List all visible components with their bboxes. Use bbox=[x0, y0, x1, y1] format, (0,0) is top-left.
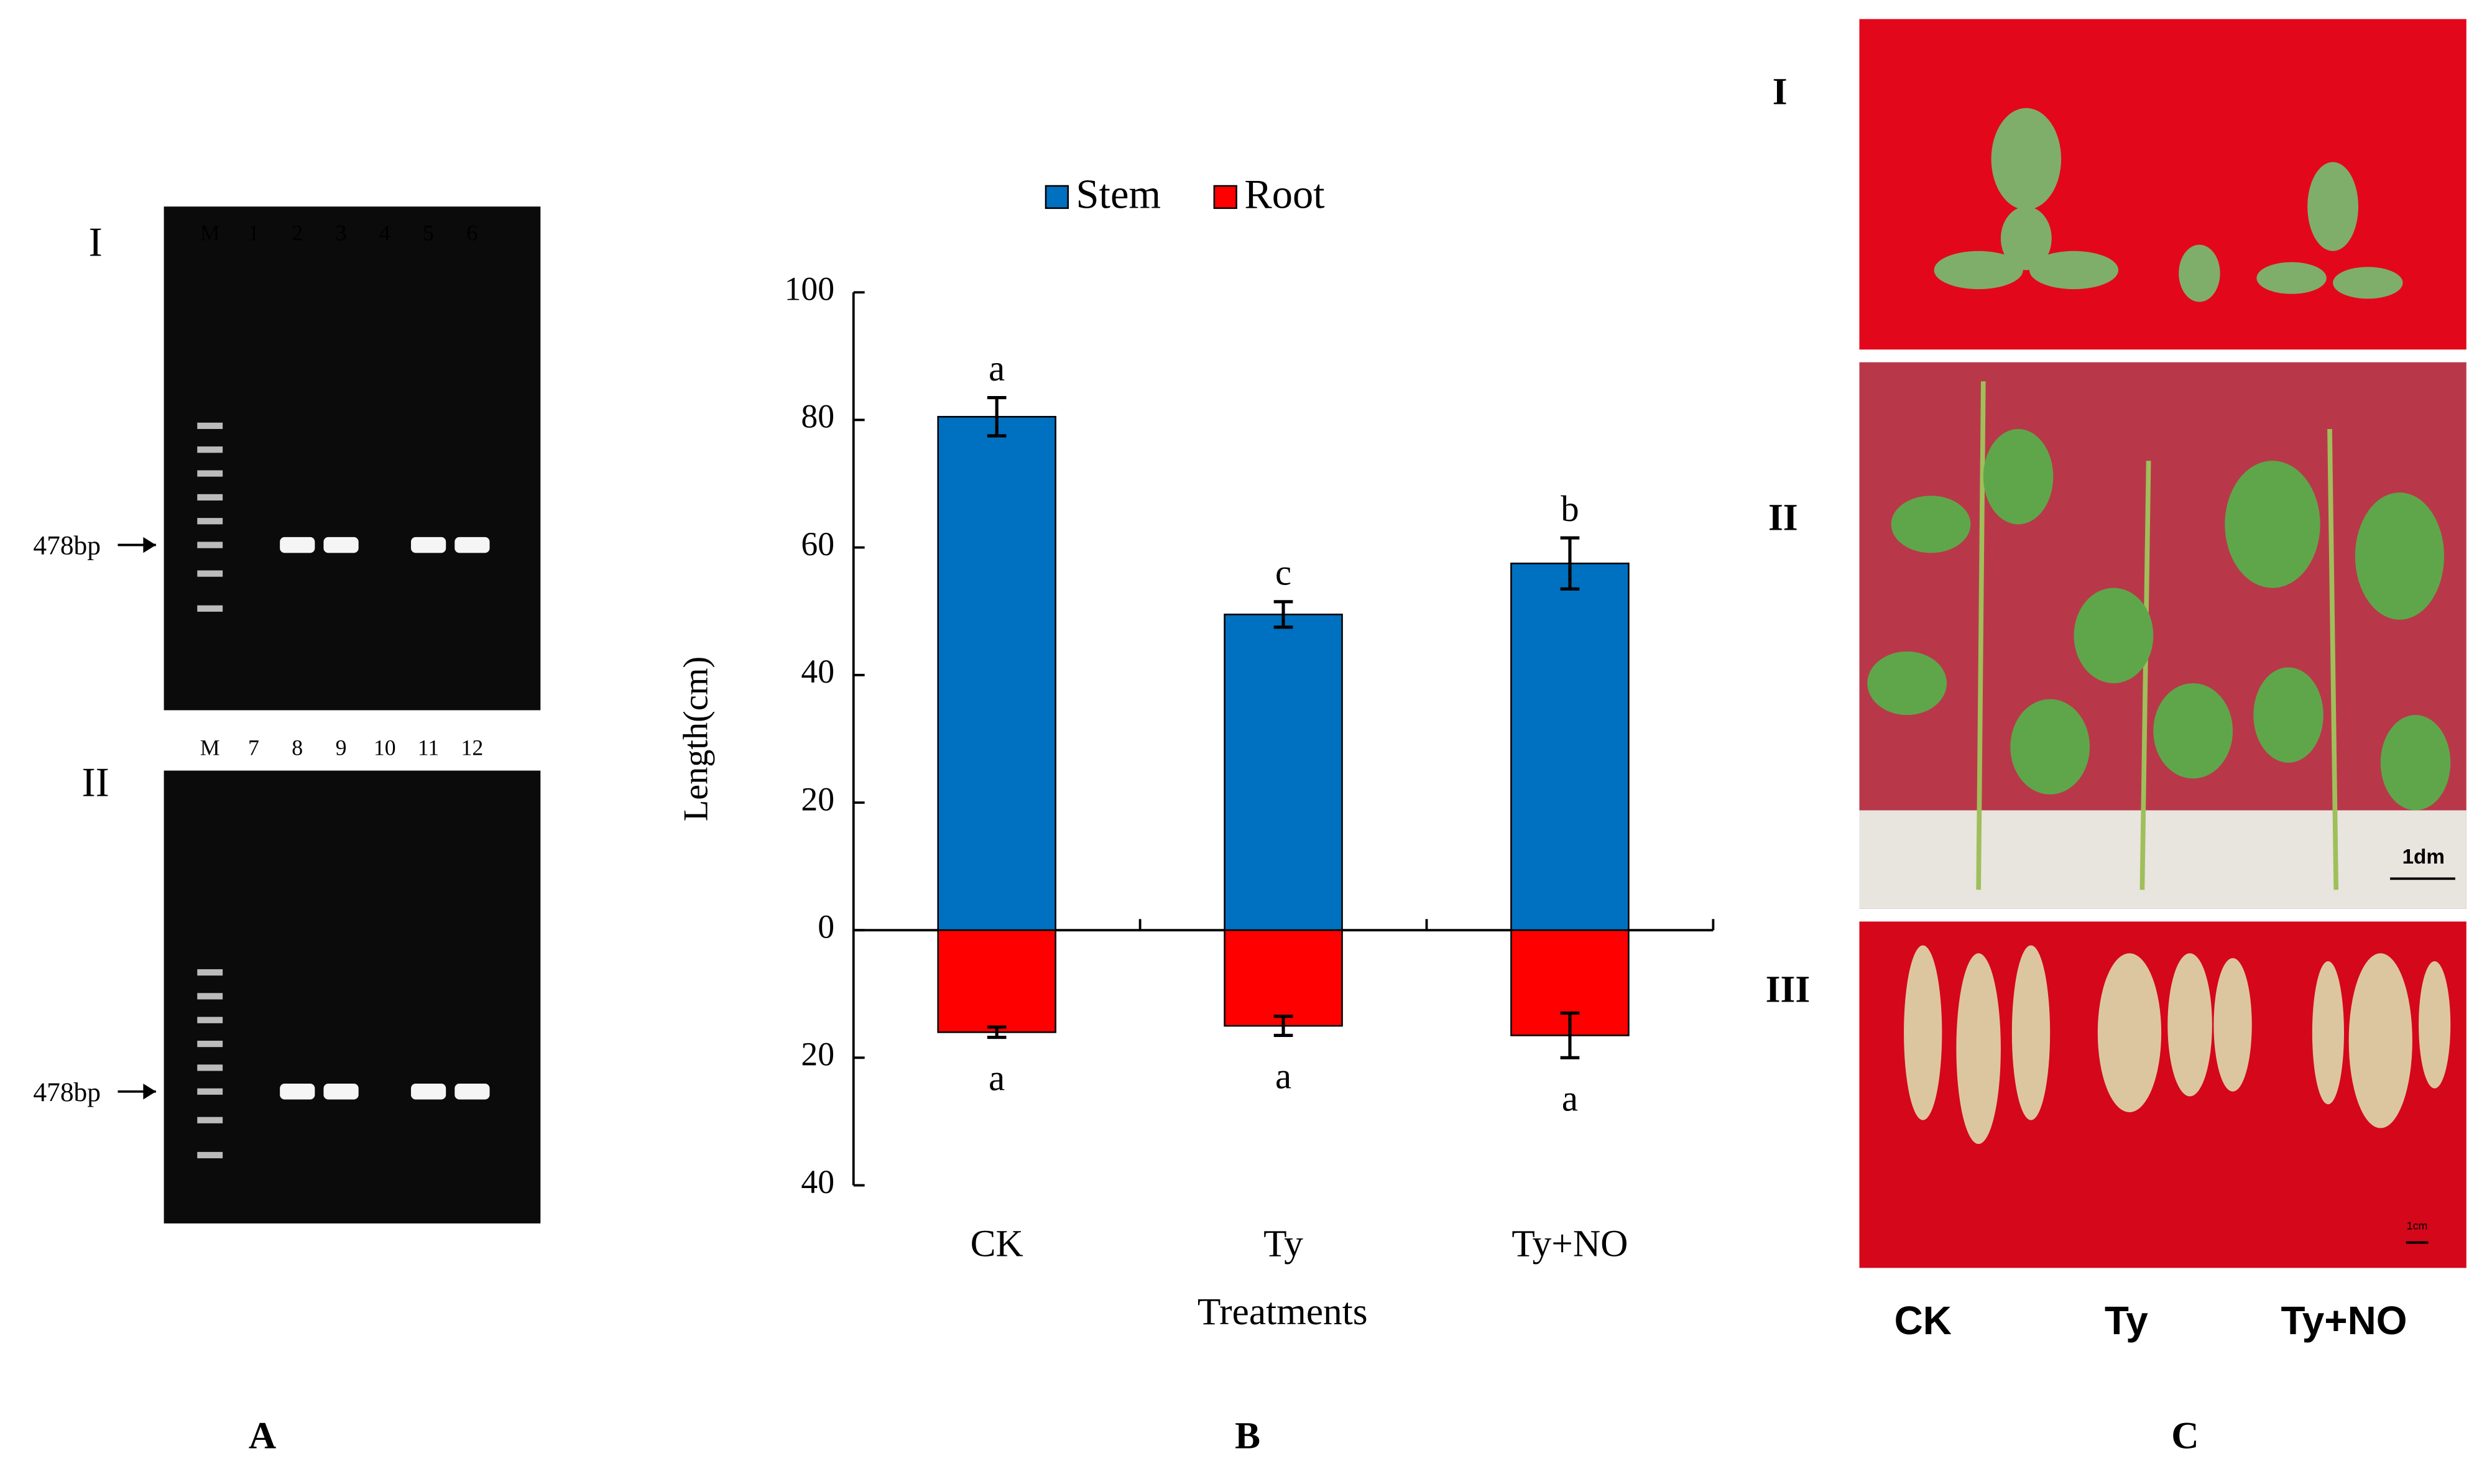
ladder-band bbox=[197, 1040, 223, 1048]
bar bbox=[937, 416, 1056, 931]
row-label: III bbox=[1766, 968, 1811, 1010]
gel-image bbox=[164, 206, 541, 711]
ladder-band bbox=[197, 1016, 223, 1023]
y-tick-label: 60 bbox=[801, 525, 834, 563]
panel-label: B bbox=[1235, 1415, 1260, 1457]
ladder-band bbox=[197, 446, 223, 453]
error-bar bbox=[1560, 1011, 1580, 1059]
legend-swatch bbox=[1045, 185, 1069, 210]
lane-label: 1 bbox=[248, 220, 259, 245]
ladder-band bbox=[197, 494, 223, 501]
legend-swatch bbox=[1213, 185, 1237, 210]
y-tick-label: 0 bbox=[818, 908, 834, 945]
ladder-band bbox=[197, 993, 223, 1000]
ladder-band bbox=[197, 1088, 223, 1095]
bar bbox=[1224, 614, 1343, 931]
significance-letter: a bbox=[1275, 1056, 1291, 1096]
bar bbox=[1510, 562, 1630, 931]
row-label: I bbox=[1773, 70, 1788, 113]
lane-label: 4 bbox=[379, 220, 390, 245]
lane-label: 11 bbox=[418, 735, 439, 760]
error-bar bbox=[987, 395, 1007, 438]
x-tick-label: Ty+NO bbox=[1511, 1222, 1628, 1265]
dna-band bbox=[410, 537, 446, 553]
dna-band bbox=[280, 537, 315, 553]
error-bar bbox=[1273, 1015, 1293, 1037]
y-tick-label: 20 bbox=[801, 780, 834, 818]
dna-band bbox=[280, 1083, 315, 1100]
dna-band bbox=[455, 537, 490, 553]
lane-label: M bbox=[200, 735, 220, 760]
significance-letter: a bbox=[989, 1058, 1005, 1099]
lane-label: 7 bbox=[248, 735, 259, 760]
legend-label: Stem bbox=[1076, 172, 1161, 218]
plants bbox=[1976, 381, 2339, 890]
lane-label: 12 bbox=[461, 735, 484, 760]
ladder-band bbox=[197, 542, 223, 548]
error-bar bbox=[1273, 600, 1293, 629]
panel-label: A bbox=[249, 1415, 276, 1457]
x-tick-label: Ty bbox=[1263, 1222, 1303, 1265]
ladder-band bbox=[197, 422, 223, 430]
significance-letter: b bbox=[1561, 489, 1579, 529]
group-label: Ty bbox=[2105, 1298, 2148, 1343]
ladder-band bbox=[197, 1151, 223, 1159]
error-bar bbox=[1560, 536, 1580, 591]
scale-label: 1cm bbox=[2407, 1220, 2428, 1232]
error-bar bbox=[987, 1025, 1007, 1039]
ladder-band bbox=[197, 1064, 223, 1071]
panel-label: C bbox=[2171, 1415, 2199, 1457]
significance-letter: c bbox=[1275, 552, 1291, 592]
scale-label: 1dm bbox=[2402, 846, 2445, 869]
roots bbox=[1904, 945, 2451, 1145]
dna-band bbox=[455, 1083, 490, 1100]
dna-band bbox=[410, 1083, 446, 1100]
ladder-band bbox=[197, 570, 223, 577]
ladder-band bbox=[197, 969, 223, 976]
bar bbox=[937, 929, 1056, 1033]
y-tick-label: 100 bbox=[785, 270, 834, 308]
marker-label: 478bp bbox=[33, 1077, 101, 1107]
gel-image bbox=[164, 770, 541, 1224]
y-tick-label: 40 bbox=[801, 653, 834, 690]
leaves bbox=[1934, 108, 2403, 302]
lane-label: 10 bbox=[374, 735, 396, 760]
group-label: Ty+NO bbox=[2281, 1298, 2407, 1343]
significance-letter: a bbox=[989, 348, 1005, 389]
x-axis-title: Treatments bbox=[1198, 1291, 1368, 1333]
ladder-band bbox=[197, 1117, 223, 1123]
marker-arrowhead bbox=[143, 537, 156, 553]
lane-label: 5 bbox=[423, 220, 434, 245]
x-tick-label: CK bbox=[971, 1222, 1023, 1265]
plant-leaves bbox=[1867, 429, 2451, 811]
ladder-band bbox=[197, 605, 223, 612]
lane-label: 9 bbox=[336, 735, 347, 760]
lane-label: 8 bbox=[292, 735, 303, 760]
dna-band bbox=[323, 537, 359, 553]
marker-arrowhead bbox=[143, 1083, 156, 1100]
group-label: CK bbox=[1894, 1298, 1952, 1343]
ladder-band bbox=[197, 470, 223, 477]
lane-label: 3 bbox=[336, 220, 347, 245]
bar bbox=[1224, 929, 1343, 1027]
pot-backdrop bbox=[1859, 810, 2467, 909]
gel-label: I bbox=[89, 219, 103, 265]
leaf-photo bbox=[1859, 19, 2467, 350]
dna-band bbox=[323, 1083, 359, 1100]
marker-label: 478bp bbox=[33, 531, 101, 561]
y-axis-title: Length(cm) bbox=[677, 657, 716, 821]
gel-label: II bbox=[82, 760, 109, 805]
lane-label: 6 bbox=[466, 220, 478, 245]
y-tick-label: 40 bbox=[801, 1163, 834, 1201]
significance-letter: a bbox=[1562, 1078, 1578, 1118]
lane-label: M bbox=[200, 220, 220, 245]
y-tick-label: 80 bbox=[801, 398, 834, 435]
row-label: II bbox=[1768, 496, 1798, 538]
lane-label: 2 bbox=[292, 220, 303, 245]
y-tick-label: 20 bbox=[801, 1036, 834, 1073]
legend-label: Root bbox=[1244, 172, 1325, 218]
ladder-band bbox=[197, 518, 223, 525]
